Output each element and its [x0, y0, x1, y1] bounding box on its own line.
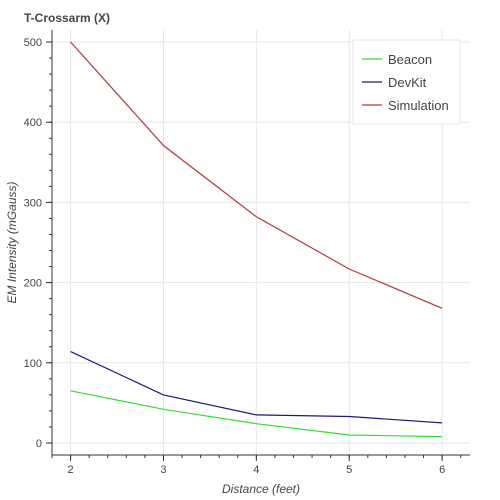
y-tick-label: 500: [24, 37, 42, 49]
x-tick-label: 2: [68, 464, 74, 476]
y-axis-label: EM Intensity (mGauss): [5, 181, 19, 303]
series-line-simulation: [70, 41, 443, 309]
y-tick-label: 400: [24, 117, 42, 129]
y-tick-label: 200: [24, 278, 42, 290]
x-tick-label: 6: [439, 464, 445, 476]
y-tick-label: 300: [24, 197, 42, 209]
series-line-beacon: [70, 390, 443, 438]
x-axis-label: Distance (feet): [222, 482, 300, 496]
x-tick-label: 5: [346, 464, 352, 476]
legend: Beacon DevKit Simulation: [352, 39, 461, 125]
y-tick-label: 0: [36, 438, 42, 450]
y-tick-label: 100: [24, 358, 42, 370]
legend-label-simulation: Simulation: [388, 98, 449, 113]
chart-title: T-Crossarm (X): [24, 11, 110, 25]
legend-label-devkit: DevKit: [388, 75, 427, 90]
series-line-devkit: [70, 351, 443, 424]
axes: 2 3 4 5 6 0 100 200 300 400 500: [24, 30, 470, 476]
series-layer: [70, 41, 443, 438]
legend-label-beacon: Beacon: [388, 52, 432, 67]
x-tick-label: 4: [253, 464, 259, 476]
x-tick-label: 3: [160, 464, 166, 476]
